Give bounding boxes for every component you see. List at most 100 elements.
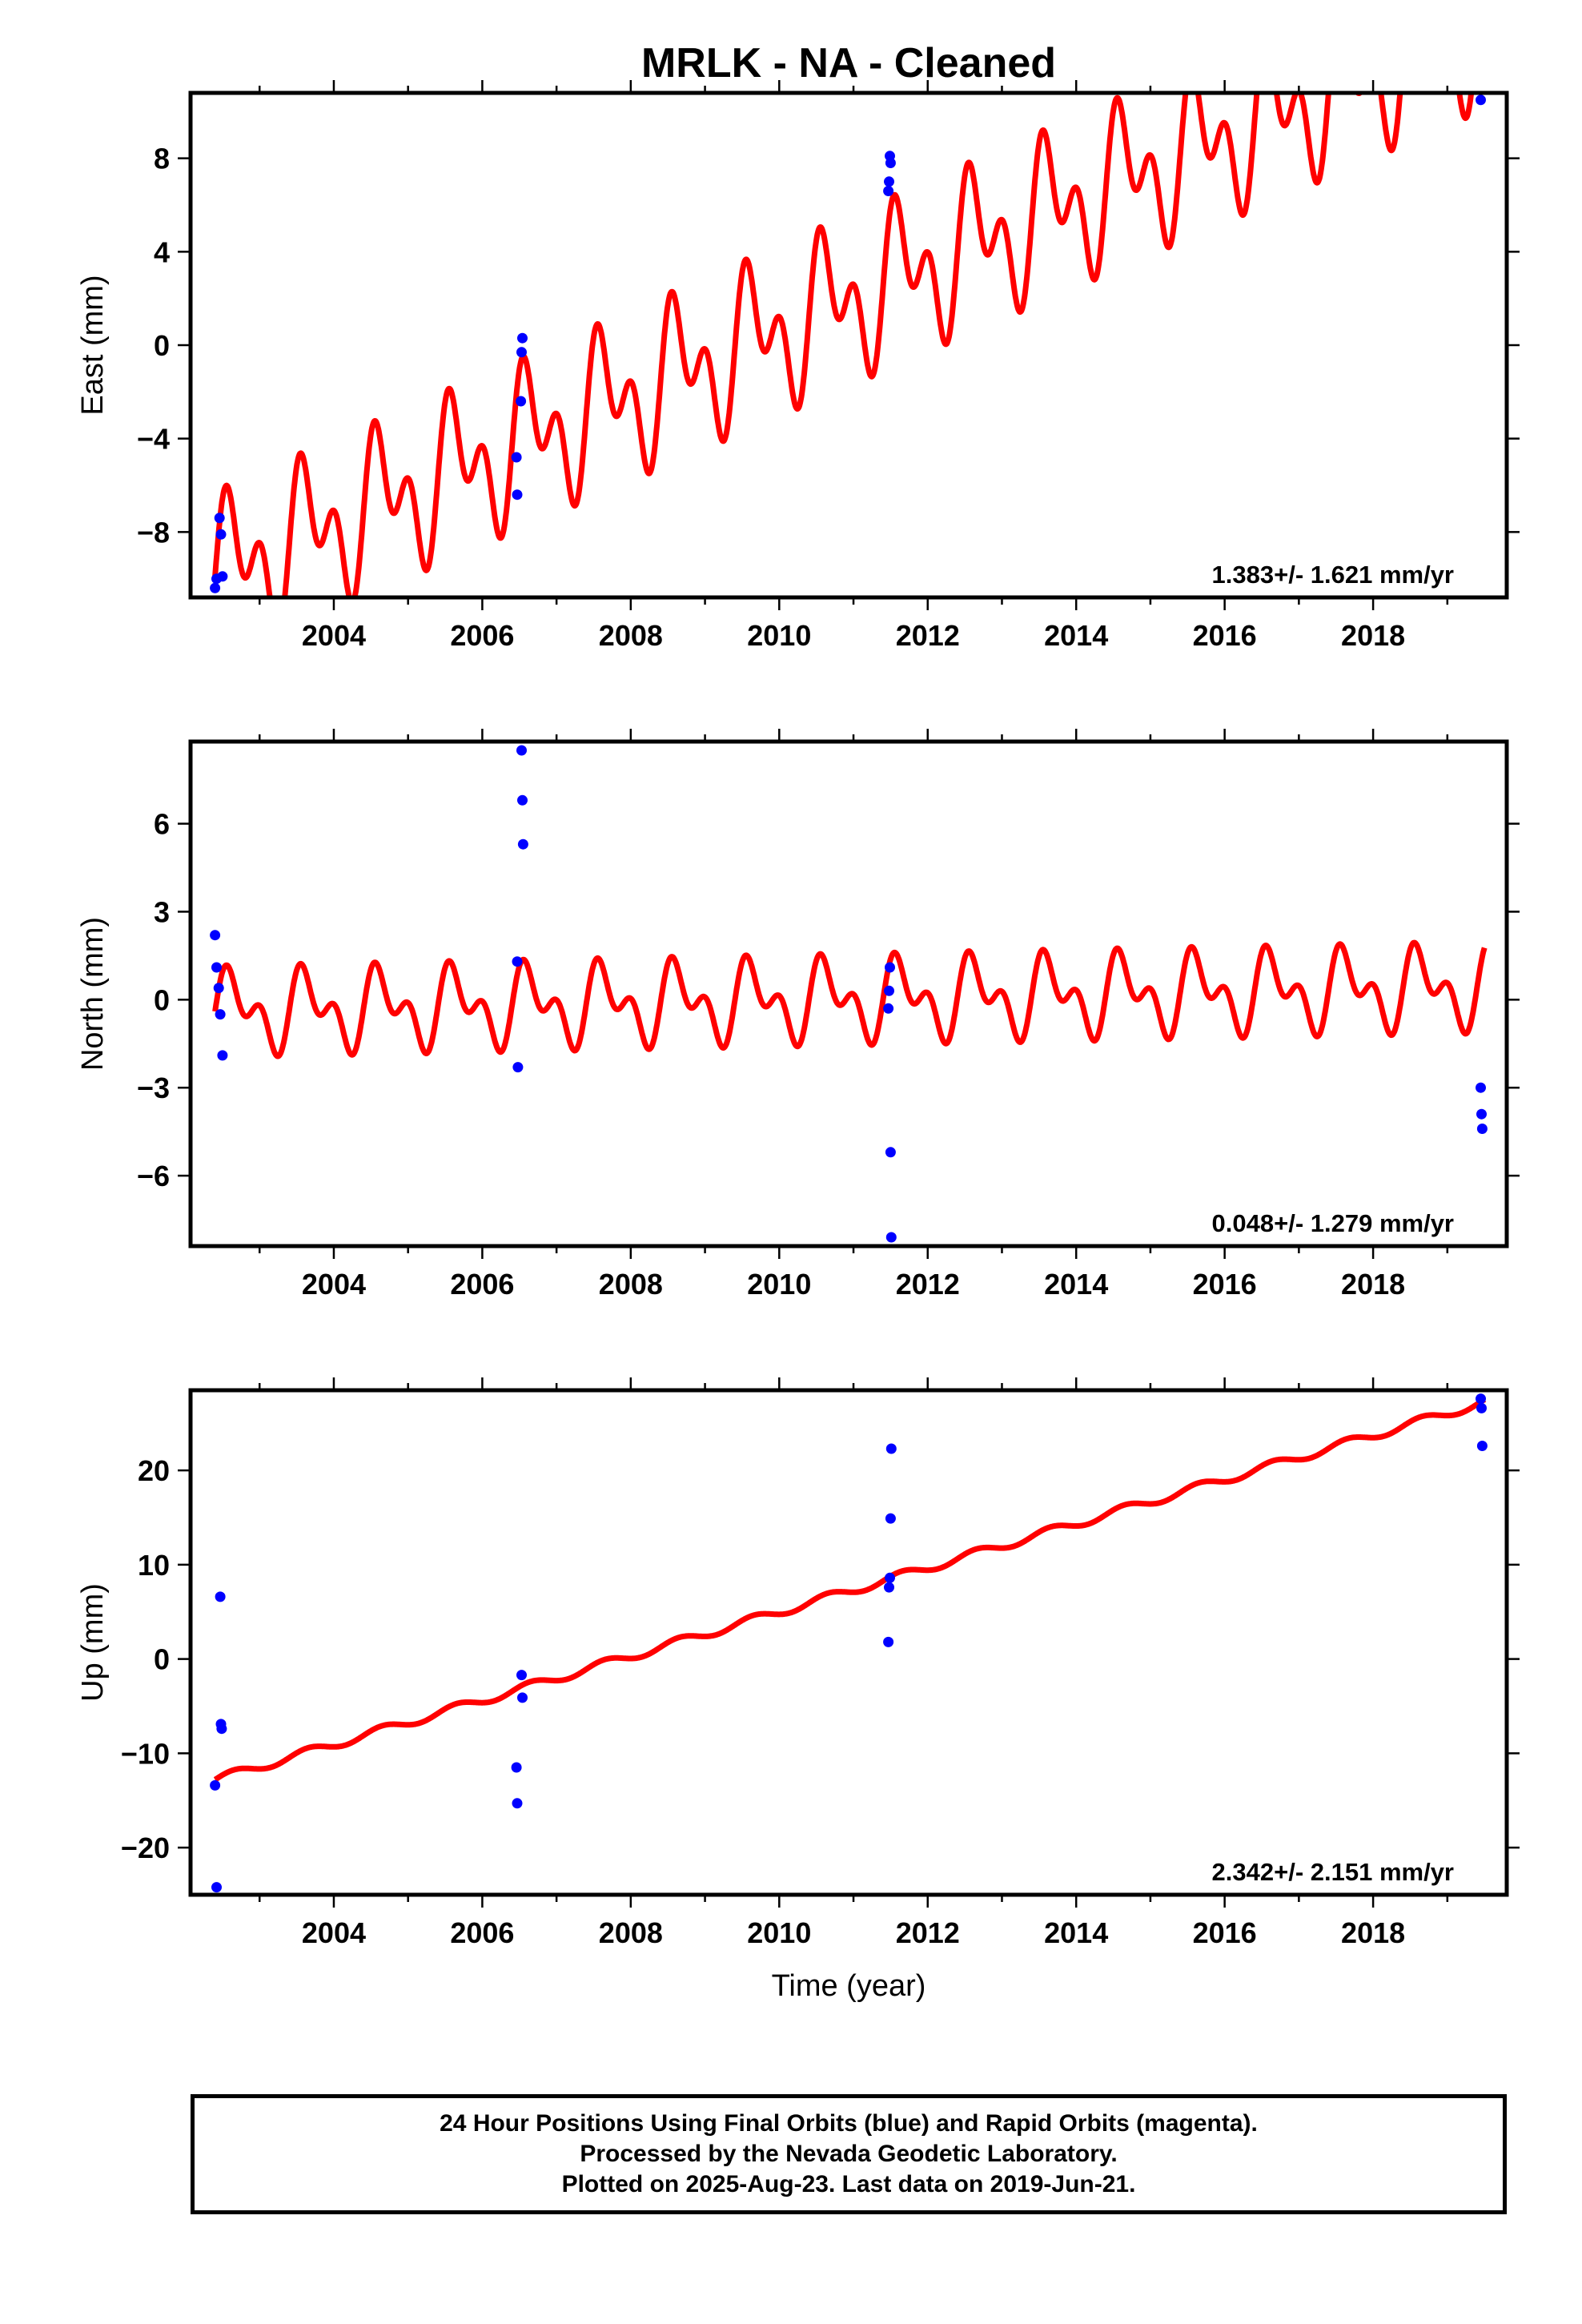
up-x-tick-label: 2010 <box>747 1916 811 1949</box>
north-data-point <box>885 962 895 973</box>
north-data-point <box>211 962 222 973</box>
east-data-point <box>214 513 225 524</box>
east-data-point <box>210 582 221 593</box>
east-data-point <box>884 176 894 187</box>
up-y-tick-label: 20 <box>138 1454 170 1487</box>
up-x-tick-label: 2016 <box>1193 1916 1257 1949</box>
east-y-tick-label: 4 <box>154 235 170 268</box>
north-data-point <box>516 745 527 756</box>
east-y-tick-label: 0 <box>154 329 170 362</box>
east-data-point <box>517 332 528 344</box>
north-x-tick-label: 2008 <box>599 1268 663 1301</box>
east-x-tick-label: 2014 <box>1044 619 1108 652</box>
up-y-axis-label: Up (mm) <box>76 1583 110 1702</box>
up-data-point <box>885 1513 896 1524</box>
up-data-point <box>1476 1441 1488 1451</box>
north-data-point <box>884 985 894 996</box>
info-line-1: 24 Hour Positions Using Final Orbits (bl… <box>440 2110 1258 2137</box>
north-rate-label: 0.048+/- 1.279 mm/yr <box>1212 1209 1454 1237</box>
up-model-line <box>212 1397 1487 1783</box>
north-x-tick-label: 2010 <box>747 1268 811 1301</box>
north-data-point <box>512 1062 524 1073</box>
up-data-point <box>1476 1393 1486 1405</box>
north-x-tick-label: 2004 <box>302 1268 366 1301</box>
panels: 2004 2006 2008 2010 2012 2014 2016 2018−8−4048E… <box>76 80 1520 2003</box>
east-x-tick-label: 2012 <box>896 619 960 652</box>
up-data-point <box>1476 1402 1487 1413</box>
north-x-tick-label: 2006 <box>450 1268 514 1301</box>
east-data-point <box>512 489 523 501</box>
north-data-point <box>517 838 528 850</box>
east-y-tick-label: 8 <box>154 143 170 175</box>
up-x-tick-label: 2012 <box>896 1916 960 1949</box>
up-y-tick-label: 10 <box>138 1549 170 1582</box>
east-frame <box>188 90 1509 600</box>
east-x-tick-label: 2004 <box>302 619 366 652</box>
up-data-point <box>215 1591 226 1602</box>
east-data-point <box>217 571 228 582</box>
east-x-tick-label: 2018 <box>1341 619 1405 652</box>
north-data-point <box>885 1147 896 1158</box>
up-data-point <box>210 1779 221 1791</box>
up-x-tick-label: 2014 <box>1044 1916 1108 1949</box>
east-x-tick-label: 2016 <box>1193 619 1257 652</box>
up-x-tick-label: 2006 <box>450 1916 514 1949</box>
up-data-point <box>512 1798 523 1809</box>
up-data-point <box>516 1670 527 1681</box>
up-data-point <box>517 1692 528 1703</box>
north-panel: 2004 2006 2008 2010 2012 2014 2016 2018 −6 −3 0 3 6 N… <box>76 729 1520 1301</box>
north-y-axis-label: North (mm) <box>76 917 110 1071</box>
north-data-point <box>1476 1082 1486 1093</box>
north-y-tick-label: −6 <box>137 1160 170 1192</box>
east-panel: 2004 2006 2008 2010 2012 2014 2016 2018 −8 −4 0 4 8 E… <box>76 80 1520 652</box>
up-x-tick-label: 2008 <box>599 1916 663 1949</box>
up-x-axis-label: Time (year) <box>772 1969 926 2003</box>
east-data-point <box>885 158 896 168</box>
north-frame <box>188 739 1509 1248</box>
north-data-point <box>1476 1108 1487 1120</box>
up-data-point <box>216 1723 227 1735</box>
up-y-tick-label: −10 <box>121 1737 170 1770</box>
north-data-point <box>512 956 523 967</box>
east-x-tick-label: 2006 <box>450 619 514 652</box>
north-x-tick-label: 2018 <box>1341 1268 1405 1301</box>
east-model-line <box>212 93 1475 597</box>
up-y-tick-label: 0 <box>154 1643 170 1676</box>
up-rate-label: 2.342+/- 2.151 mm/yr <box>1212 1858 1454 1886</box>
up-data-point <box>211 1882 222 1893</box>
north-data-point <box>215 1009 226 1020</box>
north-data-point <box>217 1050 228 1061</box>
east-x-tick-label: 2008 <box>599 619 663 652</box>
up-data-point <box>885 1572 895 1583</box>
east-data-point <box>516 347 527 358</box>
east-data-point <box>511 452 522 463</box>
up-data-point <box>511 1762 522 1773</box>
east-y-tick-label: −4 <box>137 423 170 456</box>
north-y-tick-label: 0 <box>154 983 170 1016</box>
east-data-point <box>1476 94 1486 106</box>
up-x-tick-label: 2004 <box>302 1916 366 1949</box>
north-x-tick-label: 2016 <box>1193 1268 1257 1301</box>
north-y-tick-label: −3 <box>137 1072 170 1104</box>
north-data-point <box>517 794 528 806</box>
north-x-tick-label: 2014 <box>1044 1268 1108 1301</box>
north-data-point <box>885 1232 897 1243</box>
east-data-point <box>215 529 227 540</box>
east-y-tick-label: −8 <box>137 516 170 549</box>
east-x-tick-label: 2010 <box>747 619 811 652</box>
north-x-tick-label: 2012 <box>896 1268 960 1301</box>
north-data-point <box>213 983 224 994</box>
east-rate-label: 1.383+/- 1.621 mm/yr <box>1212 561 1454 589</box>
up-frame <box>188 1388 1509 1897</box>
north-y-tick-label: 3 <box>154 895 170 928</box>
up-y-tick-label: −20 <box>121 1831 170 1864</box>
info-line-2: Processed by the Nevada Geodetic Laborat… <box>580 2141 1118 2167</box>
north-data-point <box>1476 1124 1488 1134</box>
up-data-point <box>885 1443 897 1454</box>
north-model-line <box>212 939 1488 1059</box>
figure-title: MRLK - NA - Cleaned <box>641 40 1056 86</box>
north-y-tick-label: 6 <box>154 808 170 841</box>
info-line-3: Plotted on 2025-Aug-23. Last data on 201… <box>561 2171 1136 2197</box>
north-data-point <box>210 930 221 941</box>
